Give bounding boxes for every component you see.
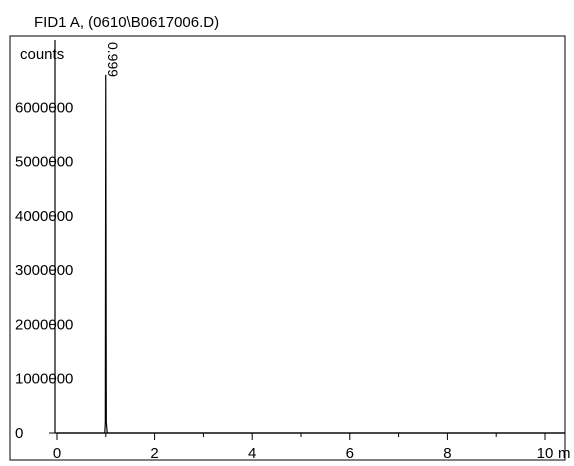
series-line xyxy=(57,74,565,434)
x-tick-label: 4 xyxy=(248,445,256,462)
y-tick-label: 1000000 xyxy=(15,371,73,388)
x-axis-unit-label: m xyxy=(558,445,571,462)
y-tick-label: 4000000 xyxy=(15,208,73,225)
y-tick-label: 6000000 xyxy=(15,99,73,116)
y-axis-ticks: 0 1000000 2000000 3000000 4000000 5000000 6000… xyxy=(15,99,73,442)
peak-label: 0.999 xyxy=(105,42,121,77)
y-tick-label: 2000000 xyxy=(15,316,73,333)
series-group xyxy=(57,74,565,434)
chart-title: FID1 A, (0610\B0617006.D) xyxy=(34,14,219,31)
x-tick-label: 0 xyxy=(53,445,61,462)
x-axis-ticks: 0 2 4 6 8 10 m xyxy=(53,433,571,462)
x-tick-label: 6 xyxy=(346,445,354,462)
x-tick-label: 2 xyxy=(150,445,158,462)
y-tick-label: 5000000 xyxy=(15,154,73,171)
y-tick-label: 0 xyxy=(15,425,23,442)
x-tick-label: 8 xyxy=(443,445,451,462)
y-tick-label: 3000000 xyxy=(15,262,73,279)
plot-frame xyxy=(9,35,566,461)
annotation-group: 0.999 xyxy=(105,42,121,77)
y-axis-label: counts xyxy=(20,46,64,63)
x-tick-label: 10 xyxy=(537,445,554,462)
